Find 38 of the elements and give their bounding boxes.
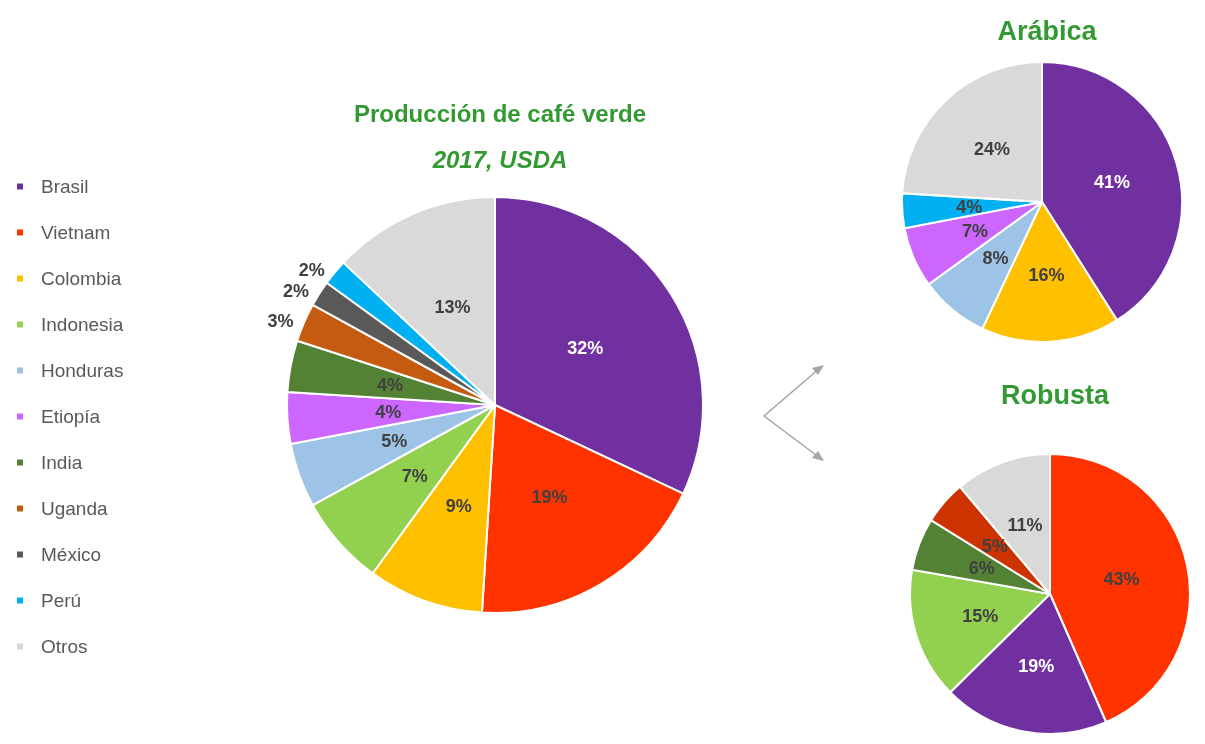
data-label: 4% [375, 401, 402, 422]
legend-label: México [41, 544, 102, 565]
legend-label: Honduras [41, 360, 124, 381]
data-label: 2% [298, 259, 325, 280]
data-label: 16% [1028, 264, 1065, 285]
data-label: 8% [982, 248, 1009, 269]
legend-label: Indonesia [41, 314, 124, 335]
data-label: 7% [962, 220, 989, 241]
data-label: 24% [974, 138, 1011, 159]
data-label: 19% [1018, 655, 1055, 676]
chart-title: Arábica [997, 15, 1098, 46]
legend-label: Otros [41, 636, 88, 657]
chart-subtitle: 2017, USDA [431, 145, 568, 173]
data-label: 6% [968, 557, 995, 578]
data-label: 19% [531, 487, 568, 508]
data-label: 7% [401, 465, 428, 486]
legend-label: Uganda [41, 498, 108, 519]
chart-title: Robusta [1001, 379, 1110, 410]
data-label: 3% [267, 310, 294, 331]
chart-title: Producción de café verde [353, 99, 647, 127]
data-label: 43% [1103, 569, 1140, 590]
data-label: 4% [956, 196, 983, 217]
data-label: 11% [1007, 515, 1043, 536]
data-label: 41% [1094, 171, 1131, 192]
data-label: 5% [381, 431, 408, 452]
legend-label: India [41, 452, 83, 473]
data-label: 9% [445, 495, 472, 516]
data-label: 5% [981, 536, 1008, 557]
legend-label: Etiopía [41, 406, 101, 427]
legend-label: Perú [41, 590, 82, 611]
data-label: 4% [376, 374, 403, 395]
legend-label: Brasil [41, 176, 89, 197]
data-label: 13% [434, 296, 471, 317]
legend-label: Vietnam [41, 222, 111, 243]
legend-label: Colombia [41, 268, 122, 289]
data-label: 2% [282, 281, 309, 302]
data-label: 32% [567, 337, 604, 358]
data-label: 15% [962, 605, 999, 626]
